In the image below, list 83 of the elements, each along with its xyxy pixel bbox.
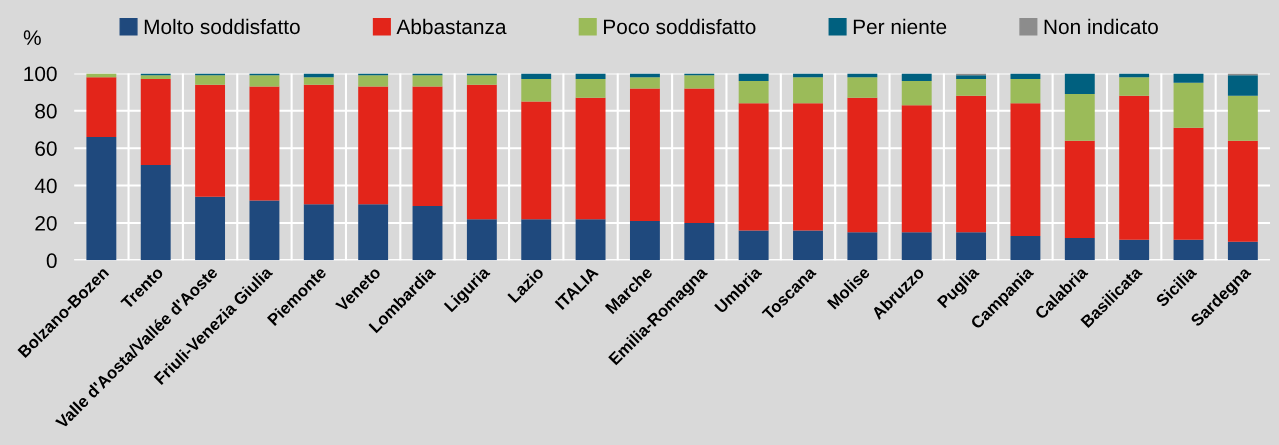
bar [521, 219, 552, 261]
bar [466, 75, 497, 85]
bar [521, 79, 552, 102]
bar [1173, 239, 1204, 261]
bar [901, 80, 932, 106]
bar [412, 86, 443, 207]
bar [738, 73, 769, 81]
bar [1227, 241, 1258, 261]
bar [1227, 95, 1258, 141]
bar [738, 230, 769, 261]
bar [466, 84, 497, 220]
bar [575, 97, 606, 220]
bar [1119, 95, 1150, 240]
bar [1119, 239, 1150, 261]
bar [629, 88, 660, 222]
bar [1010, 236, 1041, 261]
bar [1010, 79, 1041, 104]
bar [629, 77, 660, 89]
bar [140, 75, 171, 80]
legend-label: Molto soddisfatto [144, 18, 300, 35]
bar [140, 165, 171, 261]
bar [1064, 73, 1095, 94]
bar [249, 86, 280, 201]
bar [738, 80, 769, 104]
bar [956, 75, 987, 80]
bar [86, 77, 117, 137]
bar [793, 77, 823, 104]
bar [249, 75, 280, 87]
bar [1064, 93, 1095, 141]
bar [521, 101, 552, 220]
bar [1173, 73, 1204, 83]
y-tick-label: 100 [24, 66, 57, 82]
bar [684, 88, 715, 223]
bar [86, 136, 117, 261]
bar [956, 95, 987, 233]
bar [412, 75, 443, 87]
y-tick-label: 0 [46, 253, 57, 269]
legend-label: Per niente [853, 18, 947, 35]
bar [358, 204, 389, 261]
y-tick-label: 20 [35, 215, 57, 231]
bar [901, 73, 932, 81]
bar [1010, 103, 1041, 237]
bar [684, 75, 715, 89]
bar [629, 221, 660, 261]
bar [303, 204, 334, 261]
bar [140, 79, 171, 166]
bar [1227, 140, 1258, 242]
bar [466, 219, 497, 261]
bar [901, 232, 932, 261]
bar [793, 230, 823, 261]
bar [956, 79, 987, 96]
bar [1173, 82, 1204, 128]
bar [195, 75, 226, 85]
bar [358, 86, 389, 205]
bar [793, 103, 823, 231]
y-tick-label: 40 [34, 178, 57, 194]
bar [1173, 127, 1204, 240]
bar [847, 232, 878, 261]
y-tick-label: 60 [35, 141, 57, 156]
legend-label: Poco soddisfatto [604, 18, 756, 35]
bar [901, 105, 932, 233]
bar [1064, 237, 1095, 261]
bar [847, 77, 878, 98]
y-axis-title: % [23, 30, 41, 45]
bar [195, 84, 226, 197]
bar [303, 84, 334, 205]
bar [847, 97, 878, 233]
legend-label: Abbastanza [396, 18, 507, 35]
bar [412, 206, 443, 261]
bar [956, 232, 987, 261]
bar [575, 219, 606, 261]
bar [303, 77, 334, 85]
bar [249, 200, 280, 261]
bar [1227, 75, 1258, 96]
bar [195, 196, 226, 261]
bar [358, 75, 389, 87]
bar [1119, 77, 1150, 96]
y-tick-label: 80 [35, 103, 57, 119]
bar [575, 79, 606, 98]
bar [1064, 140, 1095, 238]
legend-label: Non indicato [1044, 18, 1158, 35]
bar [684, 222, 715, 261]
bar [738, 103, 769, 231]
